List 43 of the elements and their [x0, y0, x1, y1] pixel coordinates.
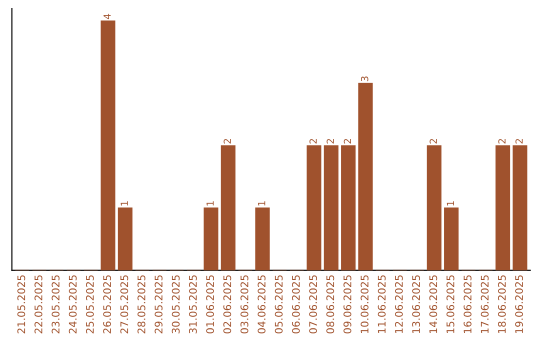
x-tick-label: 24.05.2025 [68, 275, 77, 334]
x-tick-label: 12.06.2025 [394, 275, 403, 333]
x-tick-label: 04.06.2025 [258, 275, 266, 334]
x-tick-label: 05.06.2025 [274, 275, 283, 334]
x-tick-label: 22.05.2025 [34, 275, 42, 334]
x-tick-label: 25.05.2025 [86, 275, 94, 334]
x-tick-label: 28.05.2025 [137, 275, 146, 334]
x-tick-label: 31.05.2025 [188, 275, 197, 334]
x-tick-label: 03.06.2025 [240, 275, 248, 334]
data-label: 2 [326, 139, 334, 144]
data-label: 2 [498, 139, 506, 144]
data-label: 3 [360, 76, 368, 82]
data-label: 1 [258, 201, 266, 206]
x-tick-label: 19.06.2025 [515, 275, 524, 333]
x-tick-label: 10.06.2025 [360, 275, 369, 333]
x-tick-label: 16.06.2025 [464, 275, 472, 333]
x-tick-label: 11.06.2025 [378, 275, 386, 333]
x-tick-label: 17.06.2025 [480, 275, 489, 333]
x-tick-label: 26.05.2025 [103, 275, 112, 334]
data-label: 2 [344, 139, 352, 144]
x-tick-label: 15.06.2025 [446, 275, 454, 333]
data-label: 2 [224, 139, 231, 144]
x-tick-label: 29.05.2025 [154, 275, 163, 334]
x-tick-label: 07.06.2025 [309, 275, 318, 334]
data-label: 1 [206, 201, 214, 206]
data-label: 1 [120, 201, 128, 206]
data-label: 2 [309, 139, 317, 144]
x-tick-label: 18.06.2025 [498, 275, 506, 333]
x-tick-label: 06.06.2025 [292, 275, 300, 334]
x-tick-label: 13.06.2025 [412, 275, 420, 333]
x-tick-label: 21.05.2025 [17, 275, 26, 334]
data-label: 2 [515, 139, 523, 144]
x-tick-label: 01.06.2025 [206, 275, 214, 334]
data-label: 2 [430, 139, 437, 144]
x-tick-label: 23.05.2025 [52, 275, 60, 334]
x-tick-label: 27.05.2025 [120, 275, 128, 334]
x-tick-label: 14.06.2025 [429, 275, 438, 333]
x-tick-label: 02.06.2025 [223, 275, 232, 334]
x-tick-label: 30.05.2025 [172, 275, 180, 334]
data-label: 1 [446, 201, 454, 206]
x-tick-label: 08.06.2025 [326, 275, 334, 334]
x-tick-label: 09.06.2025 [343, 275, 352, 334]
data-label: 4 [104, 14, 111, 20]
